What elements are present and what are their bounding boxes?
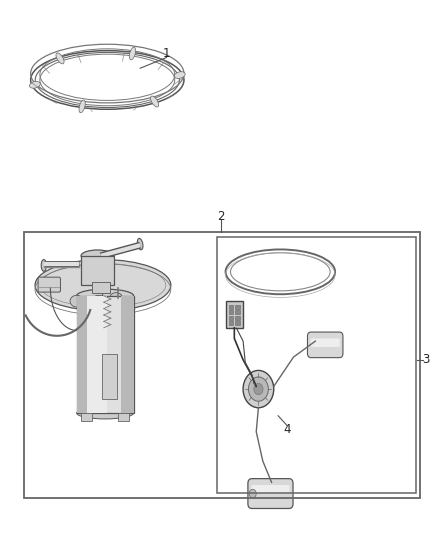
Text: 3: 3 xyxy=(423,353,430,366)
Bar xyxy=(217,237,416,493)
Bar xyxy=(102,354,117,399)
Bar xyxy=(235,316,240,320)
Ellipse shape xyxy=(56,53,64,64)
Ellipse shape xyxy=(110,293,123,304)
Bar xyxy=(24,232,420,498)
FancyBboxPatch shape xyxy=(307,332,343,358)
Text: 4: 4 xyxy=(283,423,291,435)
Ellipse shape xyxy=(77,407,134,419)
Ellipse shape xyxy=(174,72,185,78)
Ellipse shape xyxy=(35,260,171,311)
Ellipse shape xyxy=(129,47,136,60)
Bar xyxy=(235,310,240,314)
Ellipse shape xyxy=(70,295,83,307)
Ellipse shape xyxy=(41,260,46,271)
Ellipse shape xyxy=(92,295,105,307)
Bar xyxy=(81,413,92,421)
Ellipse shape xyxy=(29,82,40,88)
Bar xyxy=(77,296,134,413)
Ellipse shape xyxy=(138,238,143,250)
Bar xyxy=(229,305,233,309)
Bar xyxy=(235,305,240,309)
FancyBboxPatch shape xyxy=(251,485,290,494)
Circle shape xyxy=(249,489,256,498)
Bar xyxy=(226,301,243,328)
FancyBboxPatch shape xyxy=(38,277,60,292)
Bar xyxy=(229,310,233,314)
Text: 2: 2 xyxy=(217,210,225,223)
Ellipse shape xyxy=(81,250,114,262)
Bar xyxy=(92,282,110,293)
Ellipse shape xyxy=(151,96,159,107)
Circle shape xyxy=(254,384,263,394)
Bar xyxy=(77,296,87,413)
Circle shape xyxy=(243,370,274,408)
Bar xyxy=(235,321,240,325)
Bar xyxy=(118,413,129,421)
Bar xyxy=(121,296,134,413)
Bar xyxy=(81,256,114,285)
FancyBboxPatch shape xyxy=(248,479,293,508)
Bar xyxy=(87,296,107,413)
Bar xyxy=(229,316,233,320)
Text: 1: 1 xyxy=(162,47,170,60)
Ellipse shape xyxy=(79,100,85,113)
Ellipse shape xyxy=(77,289,134,303)
Bar xyxy=(229,321,233,325)
FancyBboxPatch shape xyxy=(311,338,340,347)
Circle shape xyxy=(248,377,268,401)
